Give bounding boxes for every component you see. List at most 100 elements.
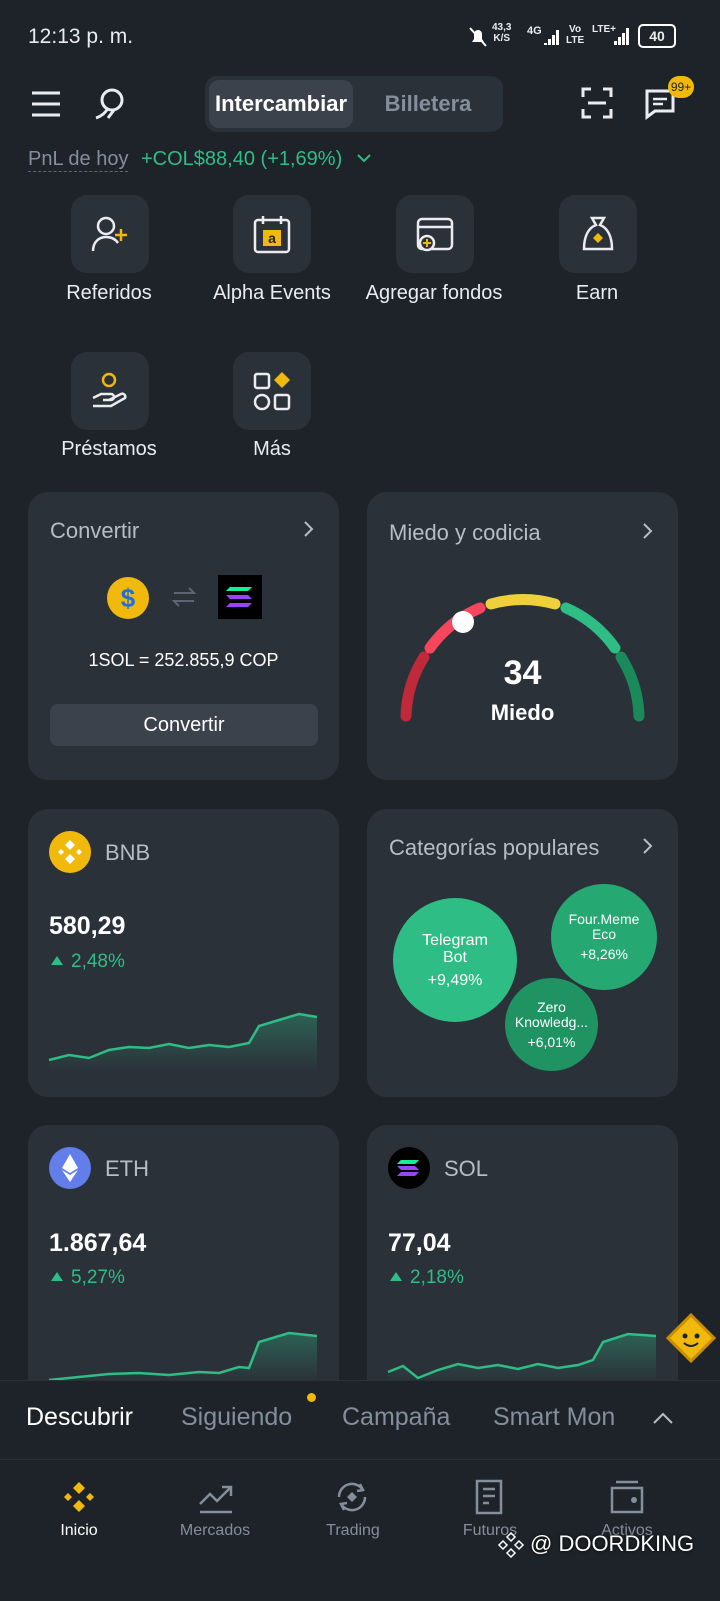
coin-price: 77,04: [388, 1229, 451, 1257]
referral-icon: [91, 216, 127, 252]
coin-name: BNB: [105, 840, 151, 865]
icon-part: [199, 1485, 233, 1514]
feed-tab[interactable]: Smart Mon: [493, 1403, 616, 1431]
tab-exchange[interactable]: Intercambiar: [209, 80, 353, 128]
shortcut-label[interactable]: Más: [253, 438, 291, 460]
icon-part: [64, 1482, 94, 1512]
shortcut-icon[interactable]: [233, 352, 311, 430]
category-bubble[interactable]: Four.Meme Eco +8,26%: [551, 884, 657, 990]
icon-part: [92, 392, 127, 408]
icon-part: [226, 587, 252, 607]
icon-part: [469, 27, 487, 47]
nav-markets-icon[interactable]: [198, 1480, 234, 1514]
nav-label[interactable]: Inicio: [60, 1522, 98, 1539]
icon-part: [653, 97, 667, 106]
category-bubble[interactable]: Zero Knowledg... +6,01%: [505, 978, 598, 1071]
coin-name: SOL: [444, 1156, 489, 1181]
icon-part: [91, 235, 120, 252]
volte: Vo LTE: [566, 24, 584, 46]
collapse-icon[interactable]: [653, 1412, 673, 1424]
signal: [544, 30, 559, 45]
icon-part: [424, 602, 486, 654]
icon-part: [357, 154, 371, 163]
shortcut-icon[interactable]: [559, 195, 637, 273]
category-bubble[interactable]: Telegram Bot +9,49%: [393, 898, 517, 1022]
up-arrow: [51, 1272, 63, 1281]
nav-home-icon[interactable]: [62, 1480, 96, 1514]
icon-part: [390, 1272, 402, 1281]
chevron[interactable]: [643, 838, 653, 854]
astronaut-icon[interactable]: [92, 86, 128, 122]
chevron[interactable]: [304, 521, 314, 537]
fear-greed-title[interactable]: Miedo y codicia: [389, 520, 541, 545]
nav-label[interactable]: Futuros: [462, 1522, 518, 1539]
shortcut-label[interactable]: Alpha Events: [213, 282, 331, 304]
icon-part: [95, 107, 116, 120]
bnb-icon: [49, 831, 91, 873]
nav-label[interactable]: Activos: [601, 1522, 653, 1539]
fear-greed-card[interactable]: [367, 492, 678, 780]
shortcut-label[interactable]: Préstamos: [61, 438, 157, 460]
pnl-chevron[interactable]: [357, 154, 371, 164]
pnl-value[interactable]: +COL$88,40 (+1,69%): [141, 148, 343, 170]
convert-title[interactable]: Convertir: [50, 518, 140, 543]
menu-icon[interactable]: [32, 91, 60, 117]
shortcut-label[interactable]: Referidos: [66, 282, 152, 304]
chevron[interactable]: [643, 523, 653, 539]
nav-futures-icon[interactable]: [474, 1479, 506, 1515]
icon-part: [544, 30, 559, 45]
pnl-label[interactable]: PnL de hoy: [28, 148, 129, 172]
icon-part: [274, 372, 290, 388]
category-change: +9,49%: [427, 971, 483, 989]
icon-part: [582, 216, 614, 251]
icon-part: [631, 1497, 637, 1503]
category-line: Zero: [537, 998, 566, 1015]
category-change: +6,01%: [527, 1033, 576, 1050]
icon-part: [100, 88, 124, 112]
chat-badge: 99+: [668, 76, 694, 98]
feed-tab[interactable]: Siguiendo: [181, 1403, 293, 1431]
coin-price: 1.867,64: [49, 1229, 147, 1257]
lte: LTE+: [592, 24, 616, 35]
nav-trading-icon[interactable]: [334, 1480, 370, 1514]
signal-2: [614, 28, 629, 45]
icon-part: [665, 1312, 717, 1364]
icon-part: [643, 523, 653, 539]
icon-part: [58, 840, 82, 864]
feed-tab[interactable]: Campaña: [342, 1403, 451, 1431]
speed-unit: K/S: [493, 33, 511, 44]
icon-part: [475, 1479, 503, 1515]
feed-tab[interactable]: Descubrir: [26, 1403, 133, 1431]
battery: 40: [638, 24, 676, 48]
categories-title[interactable]: Categorías populares: [389, 835, 600, 860]
convert-button[interactable]: Convertir: [50, 704, 318, 746]
shortcut-icon[interactable]: [396, 195, 474, 273]
scan-icon[interactable]: [581, 87, 613, 119]
network: 4G: [527, 25, 542, 37]
icon-part: [653, 1412, 673, 1424]
sol-icon: [388, 1147, 430, 1189]
nav-label[interactable]: Trading: [326, 1522, 380, 1539]
icon-part: [581, 87, 613, 119]
up-arrow: [390, 1272, 402, 1281]
shortcut-label[interactable]: Earn: [575, 282, 619, 304]
floating-mascot[interactable]: [665, 1312, 717, 1364]
shortcut-icon[interactable]: a: [233, 195, 311, 273]
nav-label[interactable]: Mercados: [179, 1522, 251, 1539]
category-change: +8,26%: [580, 946, 628, 962]
nav-assets-icon[interactable]: [610, 1480, 646, 1514]
icon-part: [423, 239, 431, 247]
icon-part: [643, 838, 653, 854]
coin-change: 5,27%: [71, 1267, 125, 1288]
icon-part: [107, 577, 149, 619]
earn-icon: [582, 216, 614, 251]
shortcut-icon[interactable]: [71, 195, 149, 273]
category-line: Telegram: [422, 931, 488, 949]
shortcut-icon[interactable]: [71, 352, 149, 430]
shortcut-label[interactable]: Agregar fondos: [365, 282, 503, 304]
icon-part: [96, 216, 116, 236]
icon-part: [62, 1154, 78, 1182]
icon-part: [610, 1480, 644, 1514]
category-line: Eco: [591, 926, 617, 942]
tab-wallet[interactable]: Billetera: [384, 91, 472, 116]
